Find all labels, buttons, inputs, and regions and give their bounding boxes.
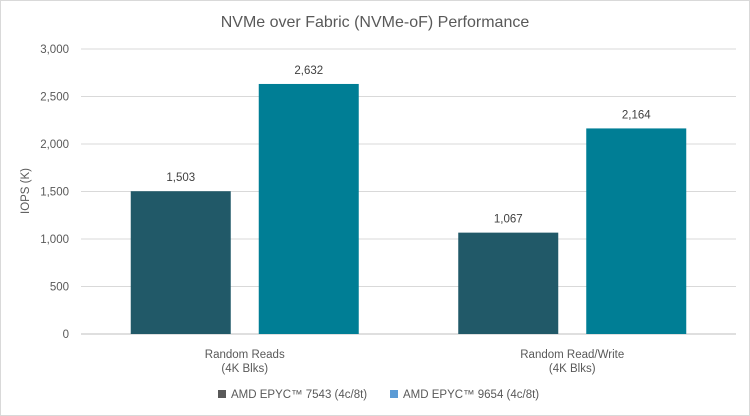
- y-tick-label: 1,500: [40, 187, 69, 199]
- y-tick-label: 500: [50, 282, 69, 294]
- data-label: 1,503: [166, 172, 195, 184]
- y-tick-label: 1,000: [40, 234, 69, 246]
- bars: [130, 83, 687, 335]
- legend-label: AMD EPYC™ 9654 (4c/8t): [403, 389, 539, 401]
- x-category-label: Random Read/Write: [520, 349, 624, 361]
- data-label: 2,632: [294, 65, 323, 77]
- data-label: 1,067: [494, 214, 523, 226]
- legend-label: AMD EPYC™ 7543 (4c/8t): [231, 389, 367, 401]
- legend: AMD EPYC™ 7543 (4c/8t) AMD EPYC™ 9654 (4c…: [218, 389, 539, 401]
- bar: [130, 191, 231, 334]
- legend-swatch: [390, 390, 398, 398]
- y-tick-label: 0: [63, 329, 69, 341]
- data-label: 2,164: [622, 109, 651, 121]
- x-category-label: Random Reads: [205, 349, 285, 361]
- x-category-label: (4K Blks): [549, 363, 596, 375]
- y-tick-label: 3,000: [40, 44, 69, 56]
- bar: [258, 83, 359, 335]
- chart-title: NVMe over Fabric (NVMe-oF) Performance: [221, 14, 530, 31]
- y-tick-label: 2,000: [40, 139, 69, 151]
- legend-swatch: [218, 390, 226, 398]
- x-category-label: (4K Blks): [221, 363, 268, 375]
- y-axis-title: IOPS (K): [20, 168, 32, 214]
- y-tick-label: 2,500: [40, 92, 69, 104]
- x-axis-categories: Random Reads (4K Blks) Random Read/Write (4…: [205, 349, 624, 375]
- y-axis-ticks: 0 500 1,000 1,500 2,000 2,500 3,000: [40, 44, 69, 341]
- bar: [586, 128, 687, 334]
- bar: [458, 232, 559, 334]
- data-labels: 1,503 2,632 1,067 2,164: [166, 65, 651, 226]
